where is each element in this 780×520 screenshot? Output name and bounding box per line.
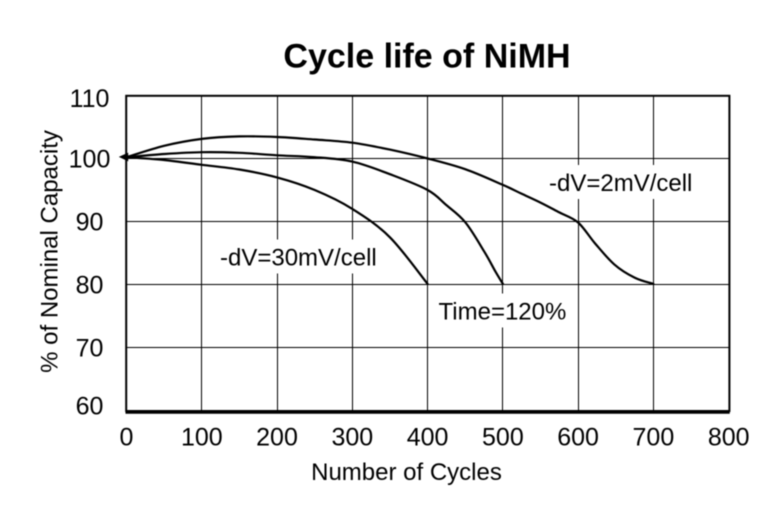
svg-text:% of Nominal Capacity: % of Nominal Capacity	[37, 130, 64, 373]
svg-text:300: 300	[331, 424, 373, 452]
svg-text:600: 600	[557, 424, 599, 452]
svg-text:100: 100	[181, 424, 223, 452]
svg-text:200: 200	[256, 424, 298, 452]
svg-text:Cycle life of NiMH: Cycle life of NiMH	[283, 38, 570, 76]
svg-text:0: 0	[120, 424, 134, 452]
svg-text:Number of Cycles: Number of Cycles	[311, 459, 502, 486]
svg-text:70: 70	[76, 335, 104, 363]
svg-text:-dV=30mV/cell: -dV=30mV/cell	[220, 245, 377, 272]
svg-text:-dV=2mV/cell: -dV=2mV/cell	[549, 170, 692, 197]
svg-text:800: 800	[708, 424, 750, 452]
svg-text:400: 400	[407, 424, 449, 452]
svg-text:60: 60	[76, 393, 104, 421]
svg-text:90: 90	[76, 209, 104, 237]
svg-text:100: 100	[69, 146, 111, 174]
svg-text:80: 80	[76, 272, 104, 300]
svg-text:Time=120%: Time=120%	[439, 299, 567, 326]
svg-text:700: 700	[633, 424, 675, 452]
svg-text:500: 500	[482, 424, 524, 452]
svg-text:110: 110	[70, 85, 110, 113]
